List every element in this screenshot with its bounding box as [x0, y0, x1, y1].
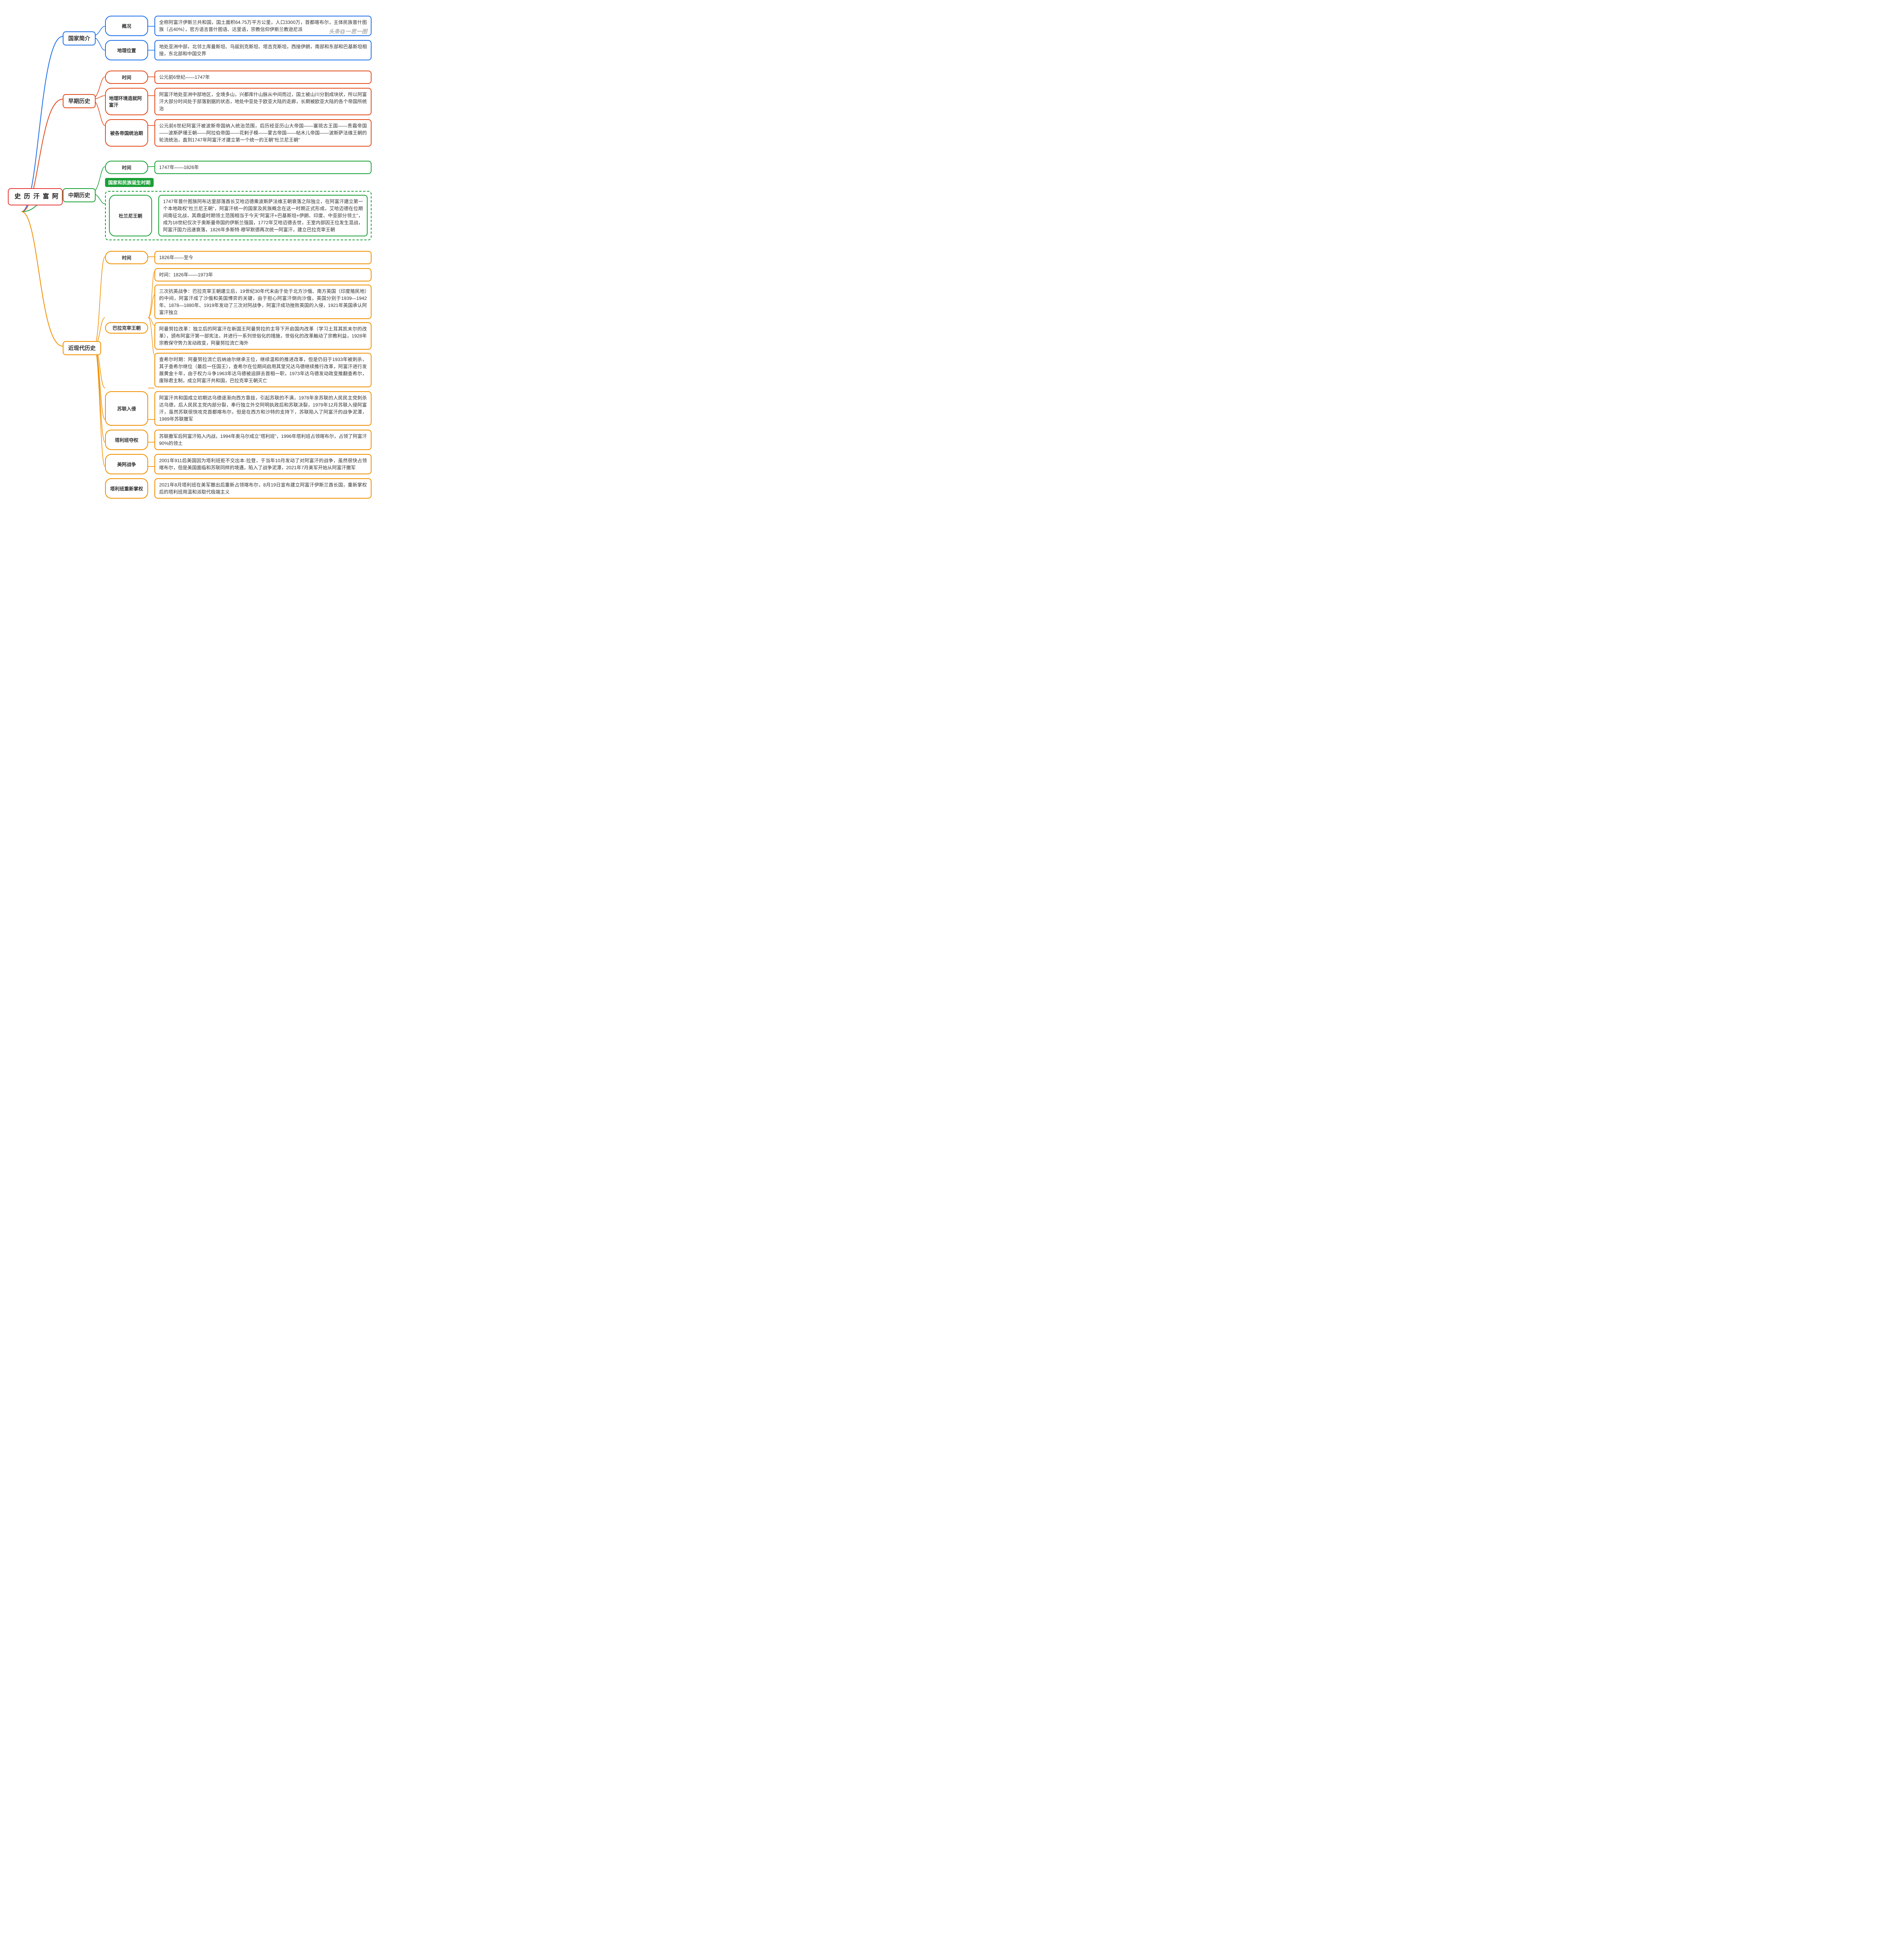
- node-taliban1-text: 苏联撤军后阿富汗陷入内战，1994年奥马尔成立"塔利班"，1996年塔利班占领喀…: [154, 430, 372, 450]
- node-taliban2-text: 2021年8月塔利班在美军撤出后重新占领喀布尔，8月19日宣布建立阿富汗伊斯兰酋…: [154, 478, 372, 499]
- node-early-geo-label: 地理环境造就阿富汗: [105, 88, 148, 115]
- node-barakzai-time: 时间：1826年——1973年: [154, 268, 372, 281]
- branch-early: 早期历史: [63, 94, 96, 108]
- branch-modern: 近现代历史: [63, 341, 101, 355]
- node-mid-time-label: 时间: [105, 161, 148, 174]
- mindmap-canvas: 阿富汗历史 国家简介 早期历史 中期历史 近现代历史 概况 全称阿富汗伊斯兰共和…: [0, 0, 377, 39]
- node-early-geo-text: 阿富汗地处亚洲中部地区，全境多山，兴都库什山脉从中间而过，国土被山川分割成块状，…: [154, 88, 372, 115]
- node-barakzai-wars: 三次抗英战争：巴拉克宰王朝建立后，19世纪30年代末由于处于北方沙俄、南方英国（…: [154, 285, 372, 319]
- node-uswar-text: 2001年911后美国因为塔利班拒不交出本·拉登，于当年10月发动了对阿富汗的战…: [154, 454, 372, 474]
- node-barakzai-reform: 阿曼努拉改革：独立后的阿富汗在新国王阿曼努拉的主导下开启国内改革（学习土耳其凯末…: [154, 322, 372, 350]
- node-durrani-label: 杜兰尼王朝: [109, 195, 152, 236]
- node-early-empires-label: 被各帝国统治期: [105, 119, 148, 147]
- dashed-durrani: 杜兰尼王朝 1747年普什图族阿布达里部落酋长艾哈迈德乘波斯萨法维王朝衰落之际独…: [105, 191, 372, 240]
- node-taliban2-label: 塔利班重新掌权: [105, 478, 148, 499]
- watermark: 头条@一思一图: [329, 27, 367, 35]
- badge-nation-birth: 国家和民族诞生时期: [105, 178, 154, 187]
- node-modern-time-text: 1826年——至今: [154, 251, 372, 264]
- node-early-empires-text: 公元前6世纪阿富汗被波斯帝国纳入统治范围，后历经亚历山大帝国——塞琉古王国——贵…: [154, 119, 372, 147]
- node-barakzai-label: 巴拉克宰王朝: [105, 322, 148, 334]
- node-modern-time-label: 时间: [105, 251, 148, 264]
- node-soviet-text: 阿富汗共和国成立初期达乌德逐渐向西方靠拢，引起苏联的不满，1978年亲苏联的人民…: [154, 391, 372, 426]
- node-early-time-text: 公元前6世纪——1747年: [154, 71, 372, 84]
- node-early-time-label: 时间: [105, 71, 148, 84]
- node-mid-time-text: 1747年——1826年: [154, 161, 372, 174]
- node-overview-label: 概况: [105, 16, 148, 36]
- root-node: 阿富汗历史: [8, 188, 63, 205]
- branch-mid: 中期历史: [63, 188, 96, 202]
- node-uswar-label: 美阿战争: [105, 454, 148, 474]
- group-modern: 时间 1826年——至今 巴拉克宰王朝 时间：1826年——1973年 三次抗英…: [105, 251, 372, 503]
- branch-intro: 国家简介: [63, 31, 96, 45]
- node-geo-label: 地理位置: [105, 40, 148, 60]
- node-soviet-label: 苏联入侵: [105, 391, 148, 426]
- group-early: 时间 公元前6世纪——1747年 地理环境造就阿富汗 阿富汗地处亚洲中部地区，全…: [105, 71, 372, 151]
- node-barakzai-zahir: 查希尔时期：阿曼努拉流亡后纳迪尔继承王位，继续温和的推进改革，但是仍旧于1933…: [154, 353, 372, 387]
- node-durrani-text: 1747年普什图族阿布达里部落酋长艾哈迈德乘波斯萨法维王朝衰落之际独立，在阿富汗…: [158, 195, 368, 236]
- group-intro: 概况 全称阿富汗伊斯兰共和国，国土面积64.75万平方公里，人口3300万，首都…: [105, 16, 372, 64]
- node-geo-text: 地处亚洲中部，北邻土库曼斯坦、乌兹别克斯坦、塔吉克斯坦，西接伊朗，南部和东部和巴…: [154, 40, 372, 60]
- group-mid: 时间 1747年——1826年 国家和民族诞生时期 杜兰尼王朝 1747年普什图…: [105, 161, 372, 240]
- node-taliban1-label: 塔利班夺权: [105, 430, 148, 450]
